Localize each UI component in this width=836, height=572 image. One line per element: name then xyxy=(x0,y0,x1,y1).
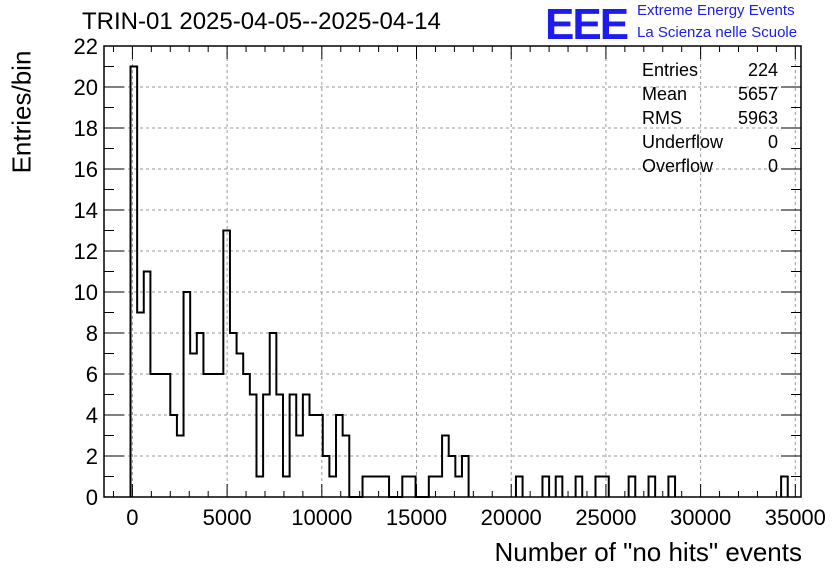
x-tick-label: 15000 xyxy=(386,505,447,530)
x-axis-label: Number of "no hits" events xyxy=(494,537,803,567)
y-axis-label: Entries/bin xyxy=(6,50,37,174)
plot-frame xyxy=(103,45,802,498)
x-tick-label: 30000 xyxy=(670,505,731,530)
logo-line-2: La Scienza nelle Scuole xyxy=(637,24,798,41)
stats-value: 5963 xyxy=(737,108,778,128)
chart-title: TRIN-01 2025-04-05--2025-04-14 xyxy=(82,8,441,35)
x-tick-label: 0 xyxy=(126,505,138,530)
y-tick-label: 4 xyxy=(86,403,98,428)
stats-row-underflow: Underflow 0 xyxy=(642,130,778,154)
eee-logo: EEE xyxy=(545,0,629,49)
y-tick-label: 8 xyxy=(86,321,98,346)
stats-row-rms: RMS 5963 xyxy=(642,106,778,130)
y-tick-label: 22 xyxy=(74,34,98,59)
y-tick-label: 0 xyxy=(86,485,98,510)
y-tick-label: 14 xyxy=(74,198,98,223)
stats-value: 0 xyxy=(767,132,778,152)
y-tick-label: 12 xyxy=(74,239,98,264)
stats-row-mean: Mean 5657 xyxy=(642,82,778,106)
stats-label: Mean xyxy=(642,84,688,104)
x-tick-label: 20000 xyxy=(481,505,542,530)
x-tick-label: 5000 xyxy=(203,505,252,530)
y-tick-label: 6 xyxy=(86,362,98,387)
y-tick-label: 20 xyxy=(74,75,98,100)
y-tick-label: 2 xyxy=(86,444,98,469)
stats-label: Underflow xyxy=(642,132,724,152)
x-tick-label: 35000 xyxy=(765,505,826,530)
stats-value: 224 xyxy=(747,60,778,80)
stats-box: Entries 224 Mean 5657 RMS 5963 Underflow… xyxy=(642,58,778,178)
stats-value: 5657 xyxy=(737,84,778,104)
stats-label: Overflow xyxy=(642,156,714,176)
y-tick-label: 18 xyxy=(74,116,98,141)
axis-ticks: 0 5000 10000 15000 20000 25000 30000 35000 0 2 4 6 8… xyxy=(74,34,826,530)
stats-label: Entries xyxy=(642,60,699,80)
y-tick-label: 16 xyxy=(74,157,98,182)
logo-line-1: Extreme Energy Events xyxy=(637,2,795,19)
stats-row-overflow: Overflow 0 xyxy=(642,154,778,178)
x-tick-label: 25000 xyxy=(575,505,636,530)
histogram-line xyxy=(129,65,789,498)
x-tick-label: 10000 xyxy=(291,505,352,530)
stats-value: 0 xyxy=(767,156,778,176)
y-tick-label: 10 xyxy=(74,280,98,305)
stats-row-entries: Entries 224 xyxy=(642,58,778,82)
stats-label: RMS xyxy=(642,108,682,128)
